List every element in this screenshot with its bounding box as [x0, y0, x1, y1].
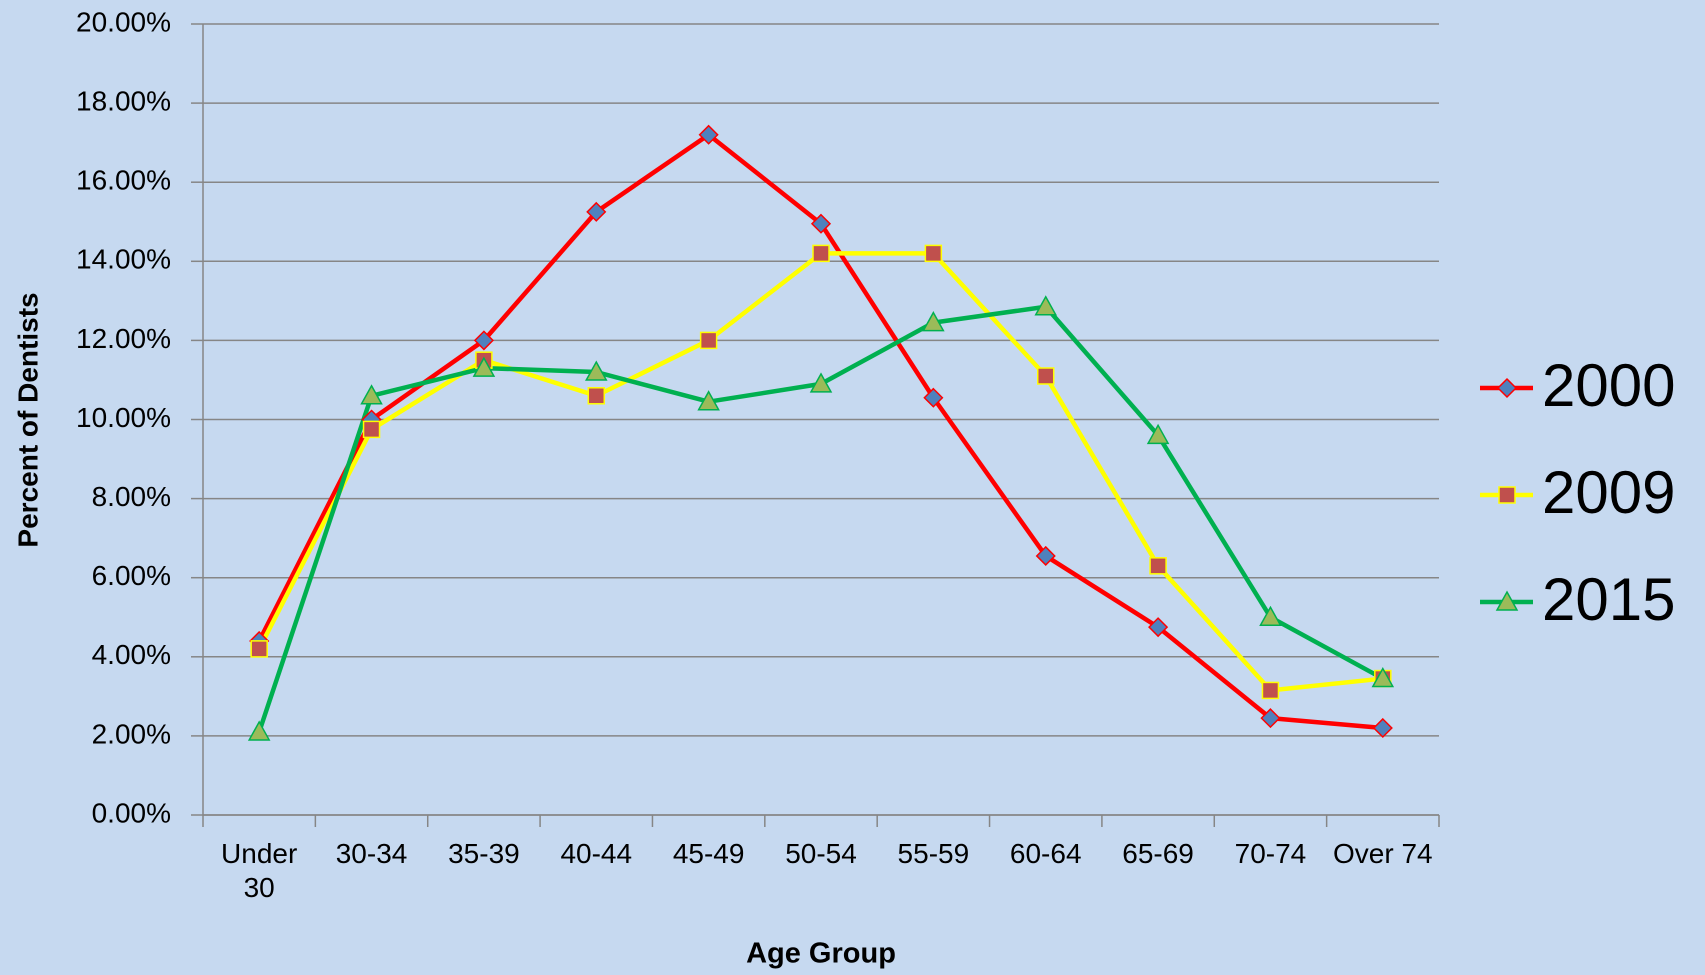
- x-tick-label: 45-49: [672, 838, 745, 869]
- marker: [472, 356, 496, 377]
- marker: [922, 311, 945, 332]
- marker: [1036, 367, 1055, 385]
- x-axis-title: Age Group: [746, 938, 896, 970]
- marker: [362, 420, 381, 439]
- marker: [923, 387, 944, 408]
- marker: [1146, 423, 1170, 445]
- y-tick-label: 16.00%: [76, 165, 171, 196]
- marker: [1148, 617, 1169, 638]
- x-tick-label: 30-34: [335, 838, 408, 869]
- marker: [473, 330, 494, 351]
- y-tick-label: 12.00%: [76, 323, 171, 354]
- marker: [584, 360, 608, 381]
- legend-label: 2015: [1542, 566, 1675, 633]
- marker: [924, 244, 943, 263]
- marker: [1372, 717, 1393, 739]
- marker: [360, 384, 383, 405]
- y-tick-label: 0.00%: [92, 797, 171, 828]
- marker: [1261, 681, 1280, 700]
- marker: [697, 390, 720, 411]
- y-tick-label: 14.00%: [76, 244, 171, 275]
- legend-label: 2009: [1542, 459, 1675, 526]
- marker: [1034, 295, 1058, 316]
- x-tick-label: 55-59: [897, 838, 970, 869]
- y-tick-label: 8.00%: [92, 481, 171, 512]
- marker: [1035, 545, 1056, 567]
- x-tick-label: 60-64: [1009, 838, 1082, 869]
- legend-label: 2000: [1542, 352, 1675, 419]
- marker: [1371, 667, 1395, 688]
- marker: [247, 720, 271, 741]
- marker: [1259, 605, 1282, 626]
- y-axis-title: Percent of Dentists: [12, 292, 43, 547]
- series-line: [257, 251, 1384, 693]
- marker: [587, 387, 606, 405]
- legend-marker: [1496, 377, 1518, 399]
- x-tick-label: 40-44: [560, 838, 633, 869]
- x-tick-label: 35-39: [448, 838, 520, 869]
- x-tick-label: 50-54: [785, 838, 857, 869]
- marker: [1260, 708, 1281, 729]
- x-tick-label: Over 74: [1333, 838, 1433, 869]
- marker: [812, 244, 830, 263]
- y-tick-label: 20.00%: [76, 6, 171, 37]
- legend-marker: [1498, 486, 1516, 504]
- legend-marker: [1495, 590, 1519, 611]
- marker: [698, 124, 719, 145]
- x-tick-label: 65-69: [1122, 838, 1194, 869]
- y-tick-label: 4.00%: [92, 639, 171, 670]
- x-tick-label: 70-74: [1234, 838, 1307, 869]
- marker: [586, 201, 607, 222]
- x-tick-label: Under 30: [221, 838, 298, 903]
- series-line: [257, 304, 1384, 733]
- marker: [1149, 557, 1167, 575]
- marker: [699, 331, 718, 350]
- y-tick-label: 18.00%: [76, 85, 171, 116]
- y-tick-label: 10.00%: [76, 402, 171, 433]
- marker: [250, 640, 268, 658]
- y-tick-label: 6.00%: [92, 560, 171, 591]
- y-tick-label: 2.00%: [92, 718, 171, 749]
- marker: [810, 213, 832, 234]
- marker: [809, 372, 833, 393]
